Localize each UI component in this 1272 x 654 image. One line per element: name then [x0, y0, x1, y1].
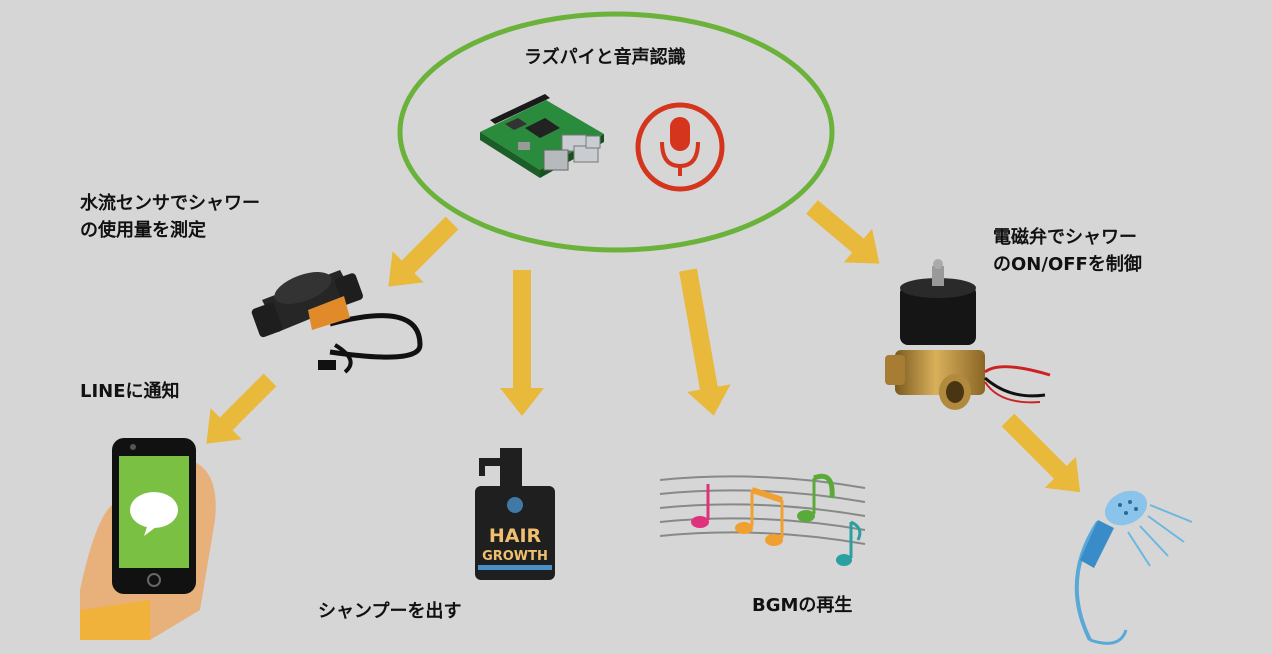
- microphone-icon: [635, 102, 725, 192]
- note-orange: [735, 487, 784, 546]
- line-notify-label: LINEに通知: [80, 381, 180, 402]
- shampoo-bottle-icon: HAIR GROWTH: [475, 448, 555, 580]
- arrow-to-flow-sensor: [388, 216, 459, 287]
- arrow-to-shower: [1001, 413, 1081, 493]
- bgm-label: BGMの再生: [752, 595, 853, 616]
- shampoo-label: シャンプーを出す: [318, 601, 462, 622]
- note-teal: [836, 520, 862, 566]
- valve-label-line2: のON/OFFを制御: [993, 254, 1142, 275]
- raspberry-pi-icon: [480, 94, 604, 178]
- shower-head-icon: [1074, 490, 1193, 645]
- arrow-to-bgm: [679, 268, 731, 416]
- central-ellipse: [397, 11, 835, 253]
- bottle-text-line1: HAIR: [489, 525, 542, 547]
- music-notes-icon: [659, 473, 866, 566]
- bottle-text-line2: GROWTH: [482, 549, 548, 564]
- flow-sensor-label-line1: 水流センサでシャワー: [80, 193, 260, 214]
- note-pink: [691, 484, 710, 528]
- note-green: [797, 473, 835, 522]
- solenoid-valve-icon: [885, 259, 1051, 410]
- flow-sensor-icon: [251, 270, 423, 374]
- arrow-to-phone: [206, 373, 277, 444]
- smartphone-line-icon: [80, 438, 216, 640]
- valve-label-line1: 電磁弁でシャワー: [993, 227, 1137, 248]
- arrow-to-shampoo: [500, 270, 544, 416]
- arrows: [206, 200, 1081, 493]
- title-label: ラズパイと音声認識: [524, 47, 686, 68]
- arrow-to-valve: [806, 200, 880, 264]
- flow-sensor-label-line2: の使用量を測定: [80, 220, 206, 241]
